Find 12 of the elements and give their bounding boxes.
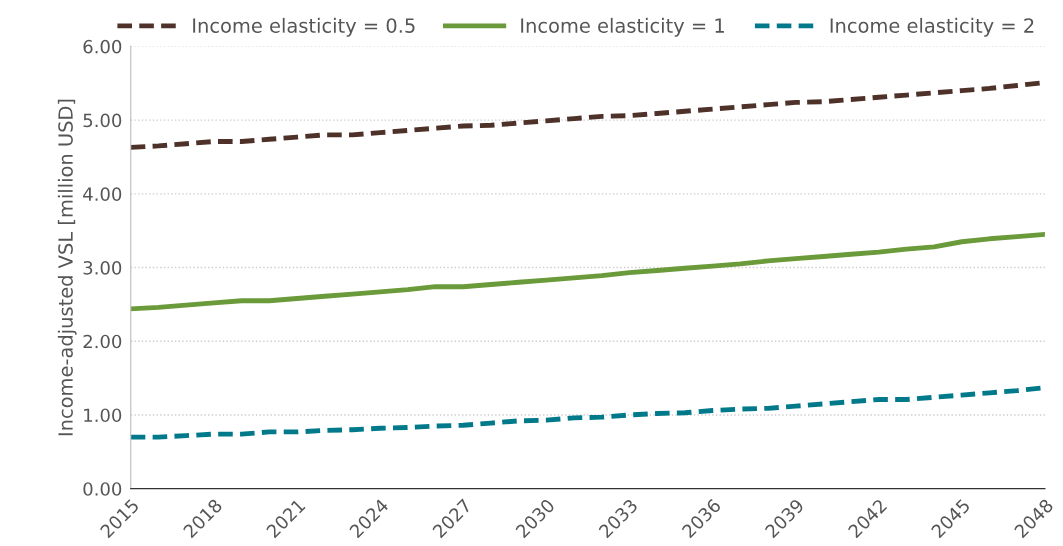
y-tick-label: 1.00 <box>84 408 122 423</box>
y-tick-label: 5.00 <box>83 113 122 128</box>
legend-label: Income elasticity = 1 <box>521 17 724 37</box>
legend-label: Income elasticity = 0.5 <box>193 17 415 37</box>
line-series <box>130 231 1045 312</box>
legend-label: Income elasticity = 2 <box>830 17 1034 37</box>
y-axis-title: Income-adjusted VSL [million USD] <box>57 99 77 436</box>
y-tick-label: 0.00 <box>83 482 122 496</box>
y-tick-label: 3.00 <box>83 261 122 275</box>
y-tick-label: 2.00 <box>83 334 122 349</box>
y-tick-label: 6.00 <box>83 39 122 54</box>
y-tick-label: 4.00 <box>83 187 122 201</box>
